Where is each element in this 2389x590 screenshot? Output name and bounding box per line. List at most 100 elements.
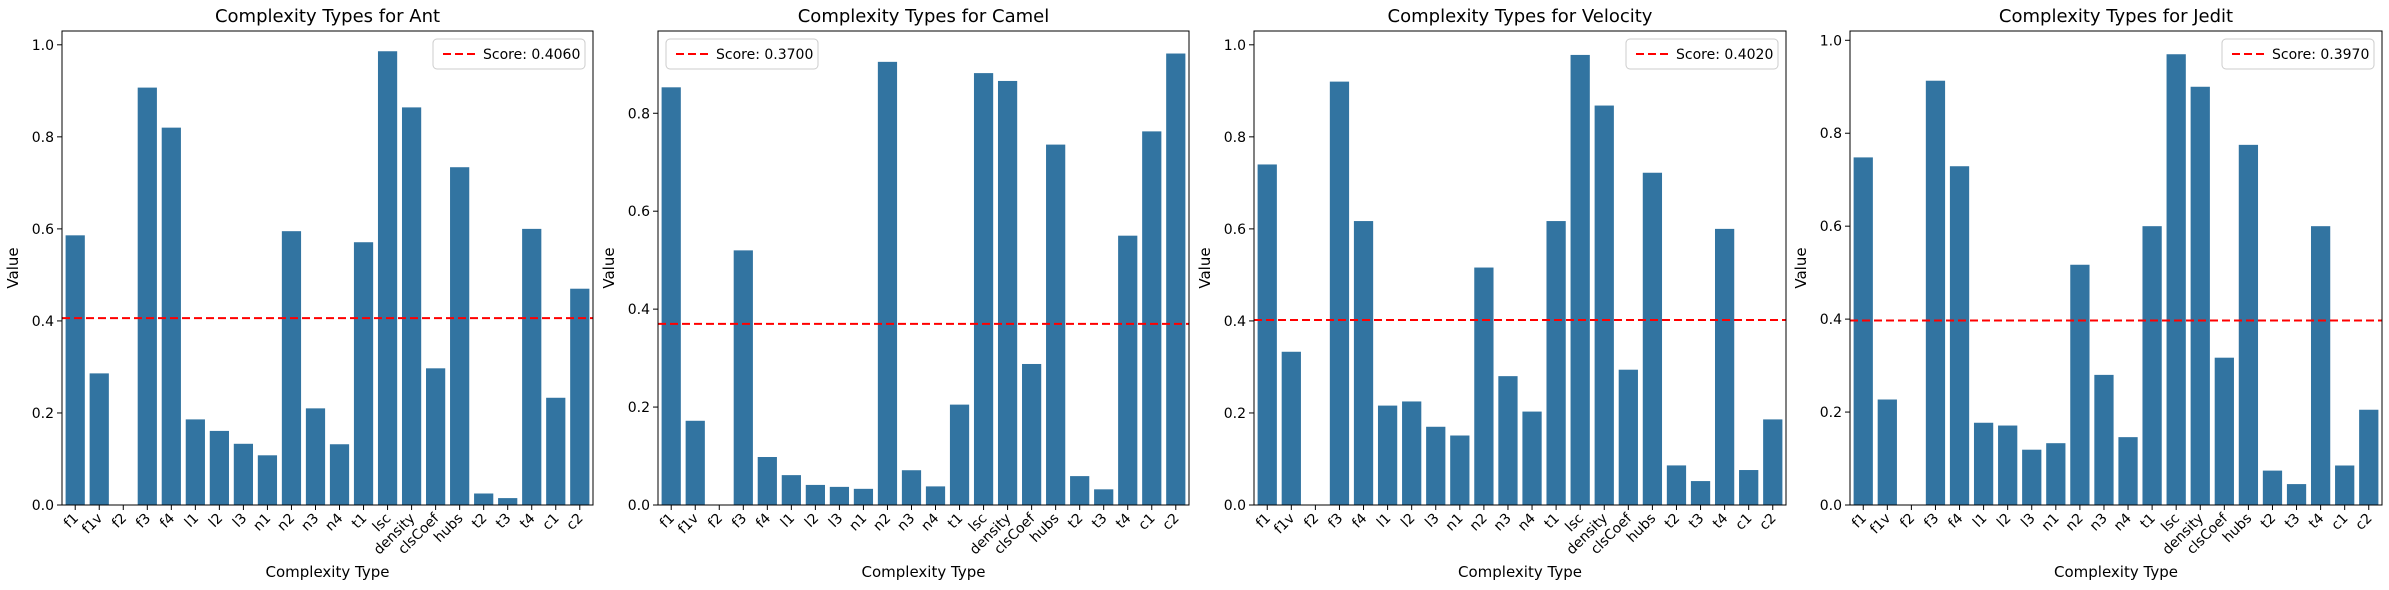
- y-tick-label: 0.6: [32, 222, 54, 238]
- x-tick-label: n4: [322, 510, 346, 534]
- bar-n1: [2046, 443, 2066, 505]
- y-tick-label: 0.2: [1820, 405, 1842, 421]
- legend-label: Score: 0.3700: [716, 47, 813, 63]
- x-axis-label: Complexity Type: [1458, 563, 1582, 581]
- bar-lsc: [973, 73, 994, 506]
- bar-n3: [901, 470, 922, 505]
- y-tick-label: 0.2: [628, 400, 650, 416]
- bar-hubs: [2238, 144, 2259, 505]
- y-tick-label: 1.0: [32, 38, 54, 54]
- bar-f3: [1925, 80, 1946, 505]
- legend-label: Score: 0.3970: [2272, 47, 2369, 63]
- legend-box: [432, 38, 586, 70]
- x-tick-label: t3: [2282, 511, 2304, 533]
- x-tick-label: t2: [1662, 511, 1684, 533]
- axes-frame: [1253, 30, 1787, 506]
- legend: Score: 0.4060: [432, 38, 586, 70]
- bar-t1: [353, 242, 374, 506]
- x-tick-label: c2: [1160, 511, 1183, 534]
- chart-title: Complexity Types for Jedit: [1999, 6, 2233, 27]
- x-tick-label: l2: [1398, 511, 1418, 531]
- x-tick-label: c2: [2353, 511, 2376, 534]
- bar-f1v: [685, 420, 705, 505]
- x-tick-label: l1: [1374, 511, 1394, 531]
- bar-n3: [305, 408, 326, 505]
- y-tick-label: 1.0: [1224, 38, 1246, 54]
- bar-f1v: [89, 373, 109, 505]
- bar-f3: [137, 87, 157, 505]
- x-tick-label: f3: [729, 511, 750, 532]
- bar-density: [2190, 86, 2210, 505]
- chart-title: Complexity Types for Camel: [798, 6, 1050, 27]
- x-tick-label: f2: [1301, 511, 1322, 532]
- bar-t2: [1070, 476, 1090, 505]
- bar-l2: [805, 484, 825, 505]
- y-axis-label: Value: [1792, 247, 1810, 288]
- bar-l1: [1377, 405, 1398, 505]
- y-axis-label: Value: [4, 247, 22, 288]
- x-tick-label: n3: [2087, 511, 2111, 535]
- y-tick-label: 0.4: [1820, 312, 1842, 328]
- x-tick-label: n2: [870, 511, 894, 535]
- bar-f3: [733, 250, 753, 505]
- bar-n2: [2070, 264, 2090, 505]
- bar-clsCoef: [1618, 369, 1638, 505]
- legend-box: [665, 38, 819, 70]
- x-tick-label: n3: [298, 511, 322, 535]
- x-tick-label: hubs: [2220, 511, 2255, 546]
- bar-l1: [781, 475, 801, 505]
- y-tick-label: 0.4: [32, 314, 54, 330]
- y-tick-label: 0.0: [1224, 498, 1246, 514]
- legend-box: [1625, 38, 1779, 70]
- x-tick-label: hubs: [1624, 511, 1659, 546]
- bar-l1: [185, 419, 205, 505]
- x-tick-label: f1v: [1867, 511, 1894, 538]
- x-tick-label: l3: [230, 511, 250, 531]
- x-tick-label: f4: [1945, 510, 1966, 531]
- y-tick-label: 0.6: [628, 204, 650, 220]
- bar-f1v: [1877, 399, 1897, 505]
- bar-clsCoef: [426, 368, 446, 505]
- bar-lsc: [1570, 54, 1590, 506]
- x-tick-label: t4: [517, 510, 539, 532]
- x-tick-label: l1: [1970, 511, 1990, 531]
- x-tick-label: f1v: [1271, 511, 1298, 538]
- bar-lsc: [377, 51, 398, 505]
- x-tick-label: t1: [945, 511, 967, 533]
- bar-t4: [522, 228, 542, 505]
- x-tick-label: f1: [1849, 511, 1870, 532]
- x-tick-label: f1: [657, 511, 678, 532]
- x-tick-label: f4: [157, 510, 178, 531]
- y-tick-label: 0.0: [32, 498, 54, 514]
- bar-f4: [1353, 221, 1374, 505]
- x-tick-label: n3: [894, 511, 918, 535]
- x-tick-label: c1: [540, 511, 563, 534]
- legend-label: Score: 0.4020: [1676, 47, 1773, 63]
- y-tick-label: 0.4: [1224, 314, 1246, 330]
- bar-l3: [829, 486, 850, 505]
- legend-label: Score: 0.4060: [483, 47, 580, 63]
- x-tick-label: t2: [2258, 511, 2280, 533]
- bar-n1: [853, 488, 874, 505]
- x-tick-label: n4: [1515, 510, 1539, 534]
- legend: Score: 0.3700: [665, 38, 819, 70]
- x-tick-label: l3: [1422, 511, 1442, 531]
- x-tick-label: f1v: [675, 511, 702, 538]
- y-axis-label: Value: [1196, 247, 1214, 288]
- bar-clsCoef: [1022, 363, 1042, 505]
- bar-hubs: [1642, 172, 1663, 506]
- x-tick-label: t1: [2137, 511, 2159, 533]
- bar-t3: [1094, 489, 1114, 505]
- y-tick-label: 0.4: [628, 302, 650, 318]
- x-tick-label: n3: [1491, 511, 1515, 535]
- bar-f1: [1257, 164, 1277, 505]
- bar-f4: [161, 127, 181, 505]
- bar-t3: [1690, 481, 1711, 505]
- bar-t2: [2262, 470, 2283, 505]
- axes-frame: [657, 30, 1190, 506]
- bar-f1v: [1281, 351, 1301, 505]
- legend: Score: 0.3970: [2221, 38, 2375, 70]
- bar-density: [401, 107, 422, 505]
- x-axis-label: Complexity Type: [266, 563, 390, 581]
